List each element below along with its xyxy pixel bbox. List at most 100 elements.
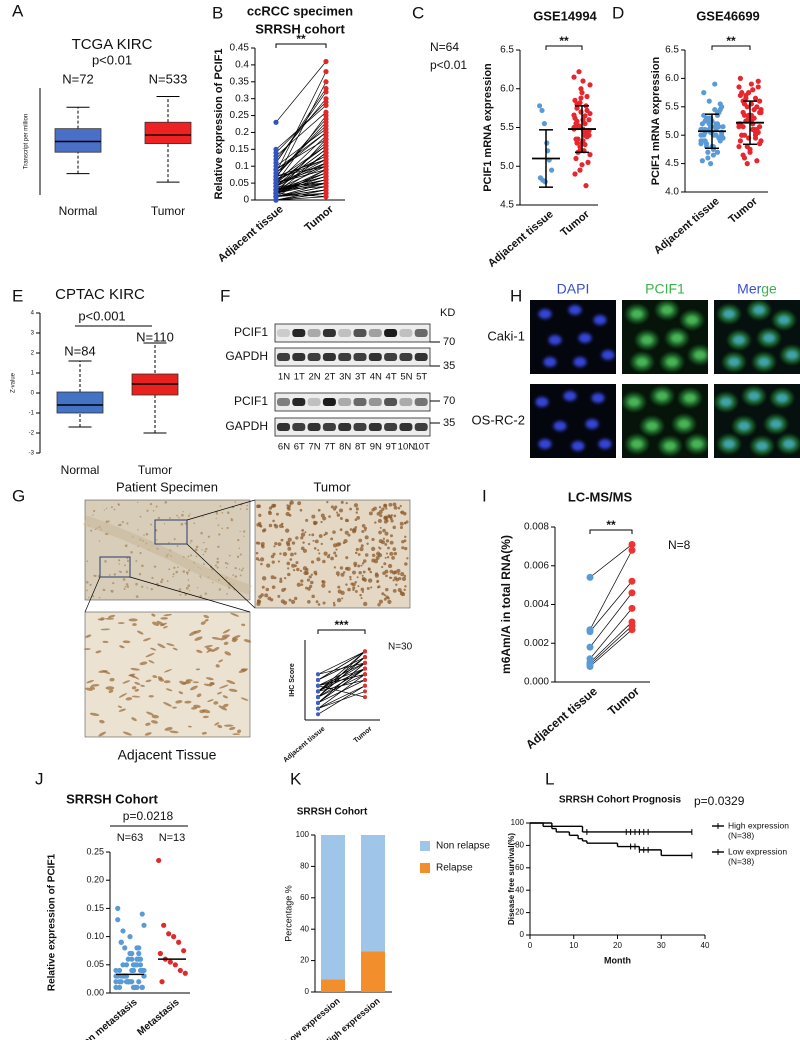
chart-title: ccRCC specimen bbox=[247, 3, 353, 18]
point bbox=[323, 69, 329, 75]
y-tick-label: 5.5 bbox=[665, 101, 679, 112]
stain bbox=[243, 535, 245, 538]
point bbox=[717, 138, 723, 144]
lane-label: 7T bbox=[324, 442, 335, 453]
stain bbox=[117, 503, 120, 506]
pair-line bbox=[317, 651, 366, 692]
stain bbox=[295, 536, 299, 540]
blot-band bbox=[277, 329, 290, 337]
stain bbox=[354, 590, 358, 593]
stain bbox=[88, 596, 90, 599]
stain bbox=[201, 731, 207, 735]
stain bbox=[309, 584, 313, 588]
stain bbox=[145, 722, 151, 726]
point bbox=[167, 959, 173, 965]
y-axis-label: Disease free survival(%) bbox=[507, 833, 516, 925]
stain bbox=[230, 518, 234, 522]
stain bbox=[146, 509, 149, 512]
stain bbox=[377, 518, 382, 524]
stain bbox=[130, 550, 133, 554]
stain bbox=[340, 590, 345, 596]
pair-line bbox=[589, 625, 633, 665]
point bbox=[323, 173, 329, 179]
stain bbox=[195, 545, 199, 549]
y-tick-label: 0.25 bbox=[86, 846, 104, 856]
x-tick-label: 40 bbox=[701, 941, 710, 950]
x-tick-label: 20 bbox=[613, 941, 622, 950]
stain bbox=[393, 505, 398, 510]
point bbox=[577, 167, 583, 173]
stain bbox=[178, 691, 184, 695]
stain bbox=[157, 516, 161, 520]
point bbox=[574, 105, 580, 111]
stain bbox=[381, 565, 384, 569]
point bbox=[743, 95, 749, 101]
pair-line bbox=[275, 98, 327, 160]
stain bbox=[399, 525, 403, 530]
pair-line bbox=[317, 651, 366, 681]
stain bbox=[132, 623, 137, 626]
stain bbox=[216, 557, 219, 560]
nucleus bbox=[627, 397, 641, 407]
blot-strip bbox=[274, 323, 431, 343]
zoom-box bbox=[154, 519, 188, 545]
stain bbox=[92, 514, 94, 516]
stain bbox=[217, 545, 220, 549]
stain bbox=[187, 555, 190, 558]
pair-line bbox=[275, 88, 327, 164]
stain bbox=[309, 580, 314, 585]
legend-label: Non relapse bbox=[436, 841, 490, 852]
point bbox=[579, 162, 585, 168]
point bbox=[273, 183, 279, 190]
lane-label: 9T bbox=[386, 442, 397, 453]
significance: ** bbox=[296, 32, 306, 46]
stain bbox=[310, 560, 315, 564]
point bbox=[129, 950, 135, 957]
point bbox=[571, 74, 577, 80]
stain bbox=[361, 529, 365, 534]
stain bbox=[193, 522, 196, 525]
stain bbox=[260, 593, 264, 597]
point bbox=[316, 700, 320, 705]
stain bbox=[218, 705, 228, 711]
stain bbox=[397, 587, 402, 593]
stain bbox=[237, 729, 242, 734]
stain bbox=[179, 594, 182, 596]
stain bbox=[296, 582, 301, 587]
stain bbox=[234, 566, 237, 570]
stain bbox=[271, 585, 276, 589]
pair-line bbox=[275, 189, 327, 197]
y-tick-label: 0.10 bbox=[86, 931, 104, 941]
pair-line bbox=[275, 172, 327, 191]
x-tick-label: Normal bbox=[59, 204, 98, 218]
stain bbox=[85, 580, 89, 584]
stain bbox=[108, 689, 114, 693]
stain bbox=[148, 695, 154, 698]
stain bbox=[143, 637, 151, 642]
stain bbox=[332, 601, 336, 605]
lane-label: 8N bbox=[339, 442, 351, 453]
point bbox=[578, 95, 584, 101]
point bbox=[137, 967, 144, 974]
stain bbox=[271, 560, 275, 564]
stain bbox=[212, 647, 220, 652]
stain bbox=[333, 507, 337, 511]
point bbox=[754, 158, 760, 164]
stain bbox=[118, 692, 128, 698]
row-label: Caki-1 bbox=[487, 328, 525, 343]
stain bbox=[379, 514, 383, 518]
stain bbox=[152, 675, 158, 678]
point bbox=[136, 950, 142, 957]
stain bbox=[227, 512, 230, 514]
stain bbox=[217, 524, 220, 527]
stain bbox=[255, 551, 259, 555]
stain bbox=[370, 586, 373, 589]
point bbox=[166, 931, 172, 937]
stain bbox=[389, 540, 394, 545]
stain bbox=[221, 511, 224, 514]
nucleus bbox=[769, 419, 783, 429]
stain bbox=[381, 507, 385, 511]
stain bbox=[389, 515, 393, 519]
stain bbox=[294, 552, 297, 555]
stain bbox=[395, 577, 399, 582]
